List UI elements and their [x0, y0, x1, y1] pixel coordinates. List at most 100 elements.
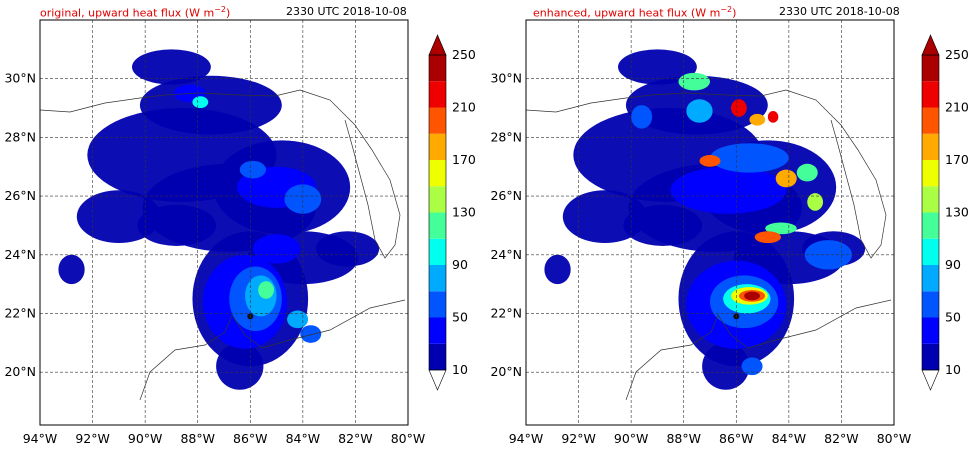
right-panel: enhanced, upward heat flux (W m−2) 2330 … [486, 0, 972, 451]
lon-tick-label: 88°W [666, 431, 701, 446]
colorbar-tick-label: 10 [945, 362, 961, 377]
colorbar-segment [922, 133, 939, 160]
lat-tick-label: 28°N [490, 129, 522, 144]
flux-contour [775, 169, 797, 188]
coastline [526, 89, 892, 401]
map-frame [39, 19, 409, 426]
lon-tick-label: 84°W [772, 431, 807, 446]
coastline [40, 89, 406, 401]
colorbar-segment [429, 133, 446, 160]
colorbar-tick-label: 170 [452, 152, 476, 167]
flux-contour [670, 166, 787, 214]
lat-tick-label: 22°N [490, 305, 522, 320]
flux-contour [710, 143, 789, 173]
flux-contour [796, 163, 818, 182]
flux-contour [192, 96, 209, 109]
colorbar-segment [922, 238, 939, 265]
colorbar-tick-label: 10 [452, 362, 468, 377]
lat-tick-label: 28°N [4, 129, 36, 144]
colorbar-tick-label: 170 [945, 152, 969, 167]
lon-tick-label: 86°W [719, 431, 754, 446]
colorbar-segment [429, 55, 446, 82]
colorbar-segment [922, 212, 939, 239]
lon-tick-label: 94°W [509, 431, 544, 446]
colorbar-segment [922, 291, 939, 318]
lon-tick-label: 90°W [128, 431, 163, 446]
colorbar-tick-label: 250 [945, 47, 969, 62]
right-map: 94°W 92°W 90°W 88°W 86°W 84°W 82°W 80°W 30°N 28°N… [490, 19, 969, 446]
colorbar-segment [922, 265, 939, 292]
flux-contour [287, 310, 309, 329]
colorbar-tick-label: 90 [452, 257, 468, 272]
colorbar [428, 34, 447, 391]
flux-contour [58, 254, 85, 285]
lon-tick-label: 82°W [338, 431, 373, 446]
flux-contour [686, 99, 713, 123]
flux-contour [544, 254, 571, 285]
colorbar-segment [429, 291, 446, 318]
lon-tick-label: 80°W [391, 431, 426, 446]
flux-contour [631, 105, 653, 129]
flux-contour [618, 49, 697, 85]
right-panel-title: enhanced, upward heat flux (W m−2) [533, 5, 737, 20]
flux-contour [239, 160, 267, 179]
flux-contour [258, 281, 274, 299]
lon-tick-label: 92°W [561, 431, 596, 446]
lon-tick-label: 86°W [233, 431, 268, 446]
flux-contour [767, 110, 779, 123]
flux-contour [300, 325, 322, 343]
colorbar-segment [429, 238, 446, 265]
left-panel: original, upward heat flux (W m−2) 2330 … [4, 5, 476, 446]
flux-contour [678, 72, 710, 91]
lat-tick-label: 30°N [4, 71, 36, 86]
lon-tick-label: 92°W [75, 431, 110, 446]
flux-contour [749, 113, 766, 126]
colorbar-segment [922, 186, 939, 213]
colorbar-segment [922, 160, 939, 187]
colorbar-tick-label: 210 [945, 100, 969, 115]
colorbar-segment [922, 107, 939, 134]
flux-contour [137, 204, 217, 246]
flux-contour [216, 342, 264, 390]
left-map: 94°W 92°W 90°W 88°W 86°W 84°W 82°W 80°W 30°N 28°N… [4, 19, 476, 446]
colorbar [921, 34, 940, 391]
lat-tick-label: 26°N [490, 188, 522, 203]
flux-contour [702, 342, 750, 390]
colorbar-tick-label: 50 [945, 310, 961, 325]
lat-tick-label: 30°N [490, 71, 522, 86]
flux-contour [731, 99, 747, 117]
lon-tick-label: 90°W [614, 431, 649, 446]
lon-tick-label: 82°W [824, 431, 859, 446]
right-panel-time: 2330 UTC 2018-10-08 [779, 5, 900, 18]
flux-contour [623, 204, 703, 246]
colorbar-tick-label: 50 [452, 310, 468, 325]
lat-tick-label: 26°N [4, 188, 36, 203]
flux-contour [132, 49, 211, 85]
colorbar-segment [429, 160, 446, 187]
flux-contour [139, 75, 282, 135]
flux-contour [754, 231, 781, 244]
lat-tick-label: 20°N [490, 364, 522, 379]
lon-tick-label: 94°W [23, 431, 58, 446]
colorbar-tick-label: 130 [945, 205, 969, 220]
colorbar-tick-label: 130 [452, 205, 476, 220]
colorbar-tick-label: 250 [452, 47, 476, 62]
lat-tick-label: 20°N [4, 364, 36, 379]
colorbar-segment [429, 81, 446, 108]
flux-contour [744, 291, 760, 301]
colorbar-tick-label: 90 [945, 257, 961, 272]
flux-contour [807, 193, 824, 211]
flux-contour [316, 231, 380, 267]
colorbar-segment [429, 212, 446, 239]
colorbar-segment [429, 107, 446, 134]
lon-tick-label: 80°W [877, 431, 912, 446]
colorbar-segment [429, 343, 446, 370]
colorbar-segment [429, 317, 446, 344]
colorbar-segment [922, 343, 939, 370]
lat-tick-label: 24°N [4, 247, 36, 262]
colorbar-segment [922, 317, 939, 344]
lon-tick-label: 84°W [286, 431, 321, 446]
lat-tick-label: 22°N [4, 305, 36, 320]
colorbar-segment [922, 81, 939, 108]
colorbar-tick-label: 210 [452, 100, 476, 115]
